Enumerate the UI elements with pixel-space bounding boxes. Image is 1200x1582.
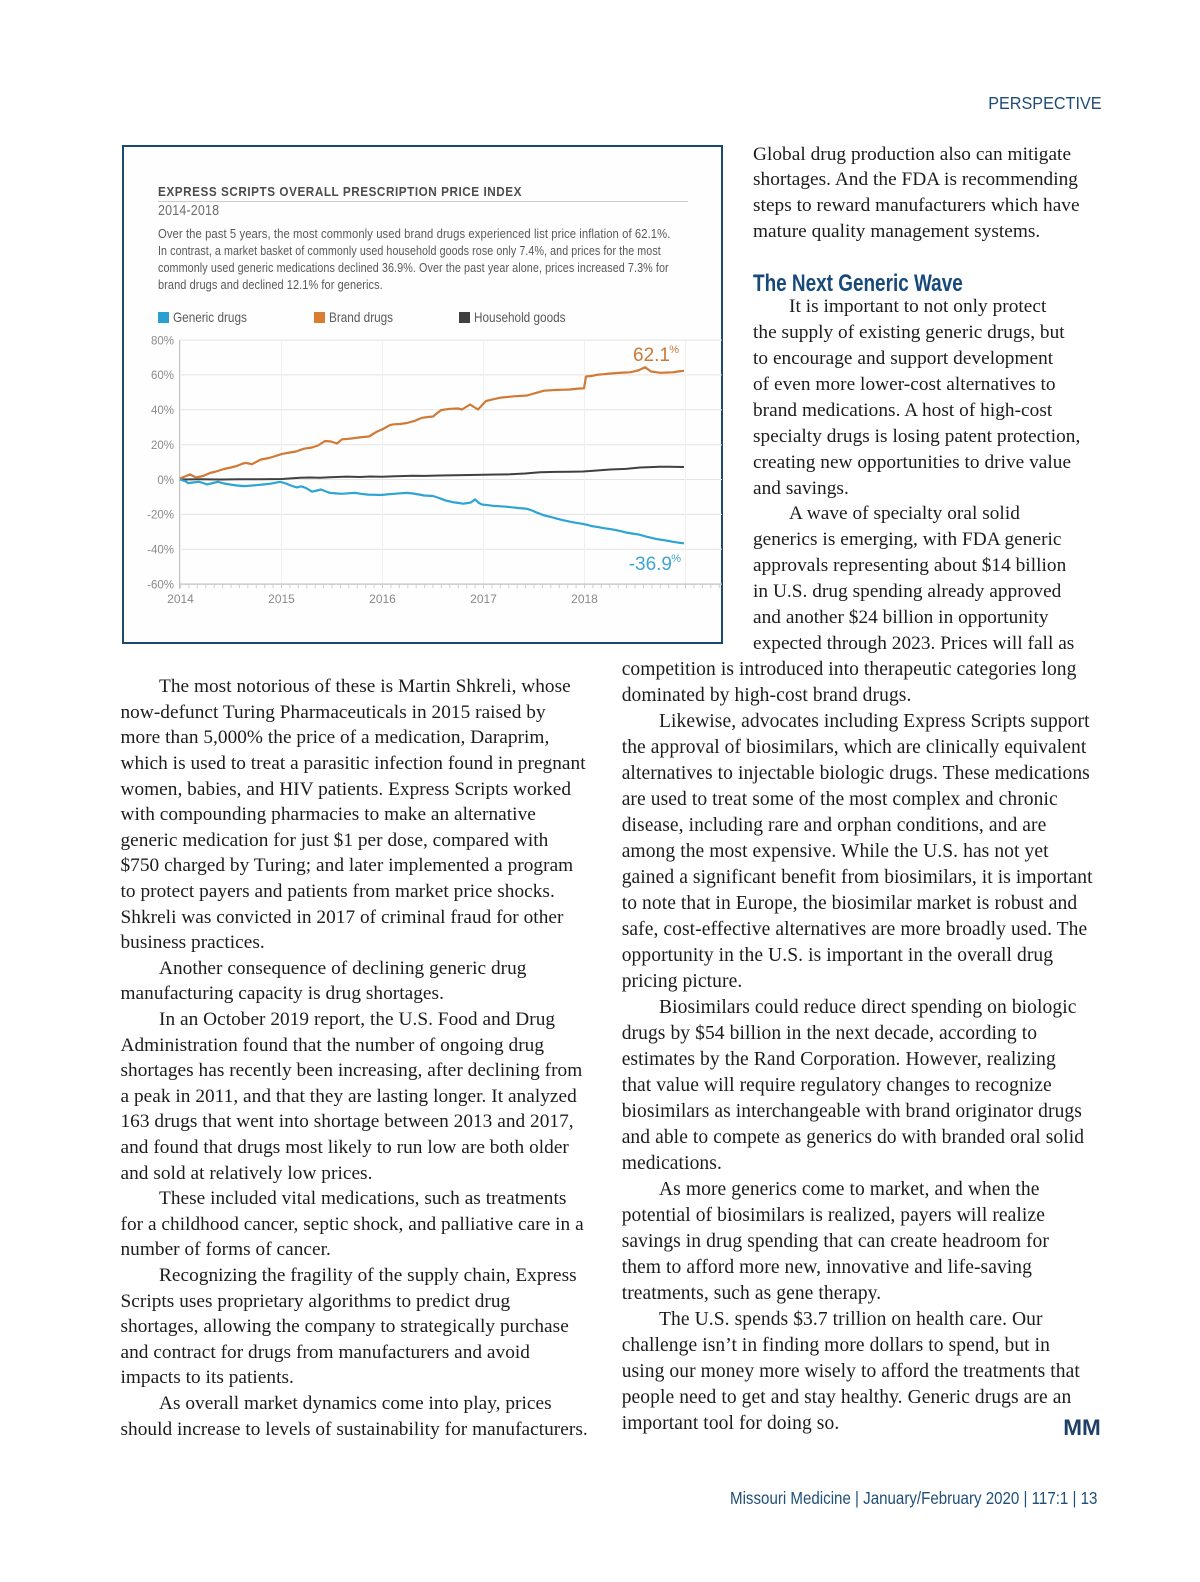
svg-text:2016: 2016 — [369, 592, 396, 606]
svg-text:40%: 40% — [151, 405, 174, 417]
svg-text:2014: 2014 — [167, 592, 194, 606]
svg-text:0%: 0% — [157, 475, 174, 487]
svg-text:20%: 20% — [151, 440, 174, 452]
svg-text:-40%: -40% — [147, 545, 174, 557]
svg-text:%: % — [669, 344, 679, 356]
svg-text:2017: 2017 — [470, 592, 497, 606]
svg-text:62.1: 62.1 — [633, 345, 670, 366]
svg-text:80%: 80% — [151, 335, 174, 347]
svg-text:-36.9: -36.9 — [629, 554, 672, 575]
svg-text:60%: 60% — [151, 370, 174, 382]
svg-text:-20%: -20% — [147, 510, 174, 522]
svg-text:-60%: -60% — [147, 579, 174, 591]
svg-text:2015: 2015 — [268, 592, 295, 606]
svg-text:%: % — [671, 553, 681, 565]
svg-text:2018: 2018 — [571, 592, 598, 606]
